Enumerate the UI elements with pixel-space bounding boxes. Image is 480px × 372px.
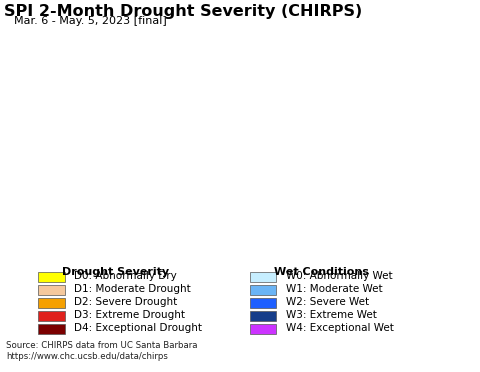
Bar: [38, 311, 65, 321]
Text: W3: Extreme Wet: W3: Extreme Wet: [286, 310, 376, 320]
Text: Source: CHIRPS data from UC Santa Barbara
https://www.chc.ucsb.edu/data/chirps: Source: CHIRPS data from UC Santa Barbar…: [6, 341, 197, 361]
Text: D2: Severe Drought: D2: Severe Drought: [74, 297, 178, 307]
Text: Mar. 6 - May. 5, 2023 [final]: Mar. 6 - May. 5, 2023 [final]: [14, 16, 167, 26]
Bar: [250, 324, 276, 334]
Text: W2: Severe Wet: W2: Severe Wet: [286, 297, 369, 307]
Text: D0: Abnormally Dry: D0: Abnormally Dry: [74, 271, 177, 281]
Bar: [250, 272, 276, 282]
Bar: [38, 285, 65, 295]
Text: W4: Exceptional Wet: W4: Exceptional Wet: [286, 323, 394, 333]
Text: W0: Abnormally Wet: W0: Abnormally Wet: [286, 271, 392, 281]
Bar: [38, 298, 65, 308]
Text: SPI 2-Month Drought Severity (CHIRPS): SPI 2-Month Drought Severity (CHIRPS): [4, 4, 362, 19]
Text: D4: Exceptional Drought: D4: Exceptional Drought: [74, 323, 203, 333]
Bar: [250, 311, 276, 321]
Bar: [250, 298, 276, 308]
Text: Drought Severity: Drought Severity: [62, 267, 169, 277]
Text: D3: Extreme Drought: D3: Extreme Drought: [74, 310, 185, 320]
Text: W1: Moderate Wet: W1: Moderate Wet: [286, 284, 382, 294]
Text: D1: Moderate Drought: D1: Moderate Drought: [74, 284, 191, 294]
Text: Wet Conditions: Wet Conditions: [274, 267, 369, 277]
Bar: [250, 285, 276, 295]
Bar: [38, 272, 65, 282]
Bar: [38, 324, 65, 334]
